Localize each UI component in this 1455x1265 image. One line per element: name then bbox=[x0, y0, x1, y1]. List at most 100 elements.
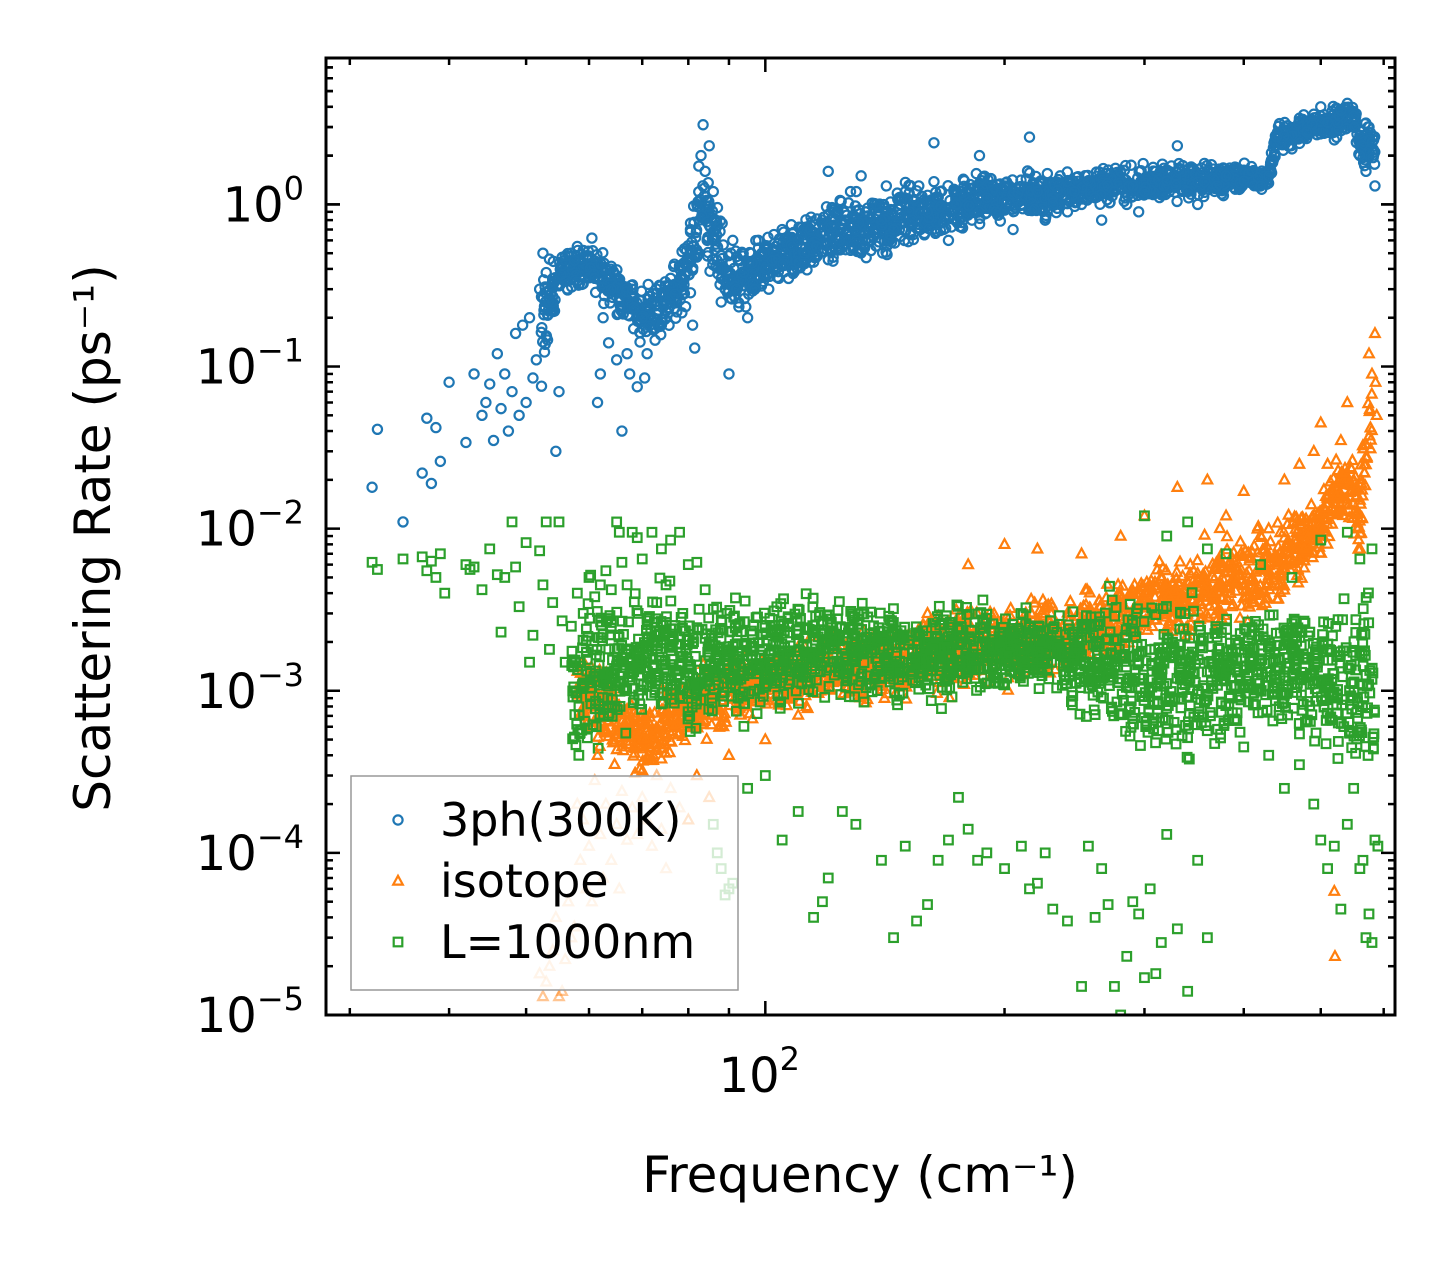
cloud-marker bbox=[1253, 578, 1267, 591]
cloud-marker bbox=[663, 319, 675, 331]
cloud-marker bbox=[665, 595, 677, 607]
cloud-marker bbox=[1174, 588, 1189, 602]
cloud-marker bbox=[1006, 174, 1019, 186]
cloud-marker bbox=[1268, 570, 1283, 583]
cloud-marker bbox=[947, 213, 959, 225]
cloud-marker bbox=[795, 668, 806, 680]
cloud-marker bbox=[1334, 465, 1349, 478]
cloud-marker bbox=[848, 611, 860, 623]
cloud-marker bbox=[612, 629, 624, 641]
cloud-marker bbox=[850, 185, 862, 198]
cloud-marker bbox=[611, 606, 623, 618]
cloud-marker bbox=[1193, 611, 1207, 625]
cloud-marker bbox=[1348, 482, 1362, 495]
cloud-marker bbox=[826, 226, 839, 239]
cloud-marker bbox=[761, 669, 773, 681]
cloud-marker bbox=[1365, 386, 1379, 399]
cloud-marker bbox=[654, 572, 666, 584]
cloud-marker bbox=[570, 687, 582, 699]
cloud-marker bbox=[709, 671, 721, 683]
cloud-marker bbox=[777, 672, 789, 683]
cloud-marker bbox=[616, 743, 630, 756]
cloud-marker bbox=[1365, 422, 1379, 436]
cloud-marker bbox=[1322, 528, 1336, 542]
cloud-marker bbox=[1230, 574, 1244, 587]
cloud-marker bbox=[1125, 586, 1139, 600]
cloud-marker bbox=[795, 661, 807, 673]
cloud-marker bbox=[617, 659, 629, 671]
cloud-marker bbox=[1295, 570, 1309, 583]
cloud-marker bbox=[623, 616, 634, 628]
cloud-marker bbox=[613, 273, 626, 286]
cloud-marker bbox=[1247, 585, 1261, 598]
cloud-marker bbox=[725, 645, 737, 657]
cloud-marker bbox=[637, 710, 651, 723]
cloud-marker bbox=[1300, 535, 1314, 548]
cloud-marker bbox=[600, 723, 614, 736]
cloud-marker bbox=[923, 212, 935, 224]
cloud-marker bbox=[1190, 553, 1205, 566]
cloud-marker bbox=[716, 719, 731, 732]
cloud-marker bbox=[668, 697, 680, 709]
cloud-marker bbox=[768, 228, 780, 241]
cloud-marker bbox=[688, 240, 700, 252]
cloud-marker bbox=[1271, 515, 1285, 528]
cloud-marker bbox=[540, 330, 553, 342]
cloud-marker bbox=[1007, 186, 1020, 198]
cloud-marker bbox=[800, 630, 812, 642]
cloud-marker bbox=[1095, 189, 1107, 201]
cloud-marker bbox=[690, 224, 703, 236]
cloud-marker bbox=[1183, 565, 1197, 579]
cloud-marker bbox=[567, 685, 579, 697]
cloud-marker bbox=[1159, 621, 1173, 634]
cloud-marker bbox=[553, 280, 565, 292]
cloud-marker bbox=[876, 219, 888, 231]
cloud-marker bbox=[584, 677, 596, 689]
cloud-marker bbox=[1167, 583, 1181, 596]
cloud-marker bbox=[1263, 534, 1278, 547]
cloud-marker bbox=[535, 380, 548, 392]
cloud-marker bbox=[1110, 598, 1124, 612]
cloud-marker bbox=[792, 645, 804, 657]
cloud-marker bbox=[663, 712, 677, 725]
cloud-marker bbox=[573, 749, 585, 761]
cloud-marker bbox=[1152, 554, 1167, 567]
cloud-marker bbox=[1206, 591, 1221, 604]
cloud-marker bbox=[834, 194, 846, 207]
cloud-marker bbox=[825, 242, 838, 255]
cloud-marker bbox=[542, 295, 555, 308]
cloud-marker bbox=[833, 596, 845, 608]
cloud-marker bbox=[1154, 568, 1168, 582]
cloud-marker bbox=[855, 243, 867, 255]
cloud-marker bbox=[1289, 541, 1304, 554]
cloud-marker bbox=[649, 737, 664, 750]
cloud-marker bbox=[1206, 585, 1221, 598]
cloud-marker bbox=[734, 707, 748, 720]
cloud-marker bbox=[1250, 521, 1265, 534]
cloud-marker bbox=[1297, 560, 1311, 573]
cloud-marker bbox=[1167, 585, 1181, 599]
cloud-marker bbox=[1159, 609, 1173, 622]
cloud-marker bbox=[1328, 495, 1343, 508]
cloud-marker bbox=[1299, 511, 1313, 524]
cloud-marker bbox=[779, 641, 791, 653]
cloud-marker bbox=[1198, 190, 1210, 203]
cloud-marker bbox=[1257, 542, 1272, 556]
cloud-marker bbox=[704, 636, 716, 648]
cloud-marker bbox=[775, 677, 786, 689]
cloud-marker bbox=[1354, 471, 1368, 484]
cloud-marker bbox=[626, 740, 640, 753]
cloud-marker bbox=[1209, 561, 1223, 574]
cloud-marker bbox=[1024, 192, 1037, 205]
cloud-marker bbox=[569, 274, 581, 286]
cloud-marker bbox=[1359, 457, 1373, 470]
cloud-marker bbox=[691, 622, 703, 634]
cloud-marker bbox=[714, 215, 726, 227]
cloud-marker bbox=[611, 704, 623, 715]
cloud-marker bbox=[679, 300, 692, 313]
cloud-marker bbox=[846, 610, 858, 622]
cloud-marker bbox=[1265, 578, 1280, 591]
cloud-marker bbox=[591, 606, 603, 617]
cloud-marker bbox=[754, 696, 766, 708]
cloud-marker bbox=[1197, 527, 1212, 540]
